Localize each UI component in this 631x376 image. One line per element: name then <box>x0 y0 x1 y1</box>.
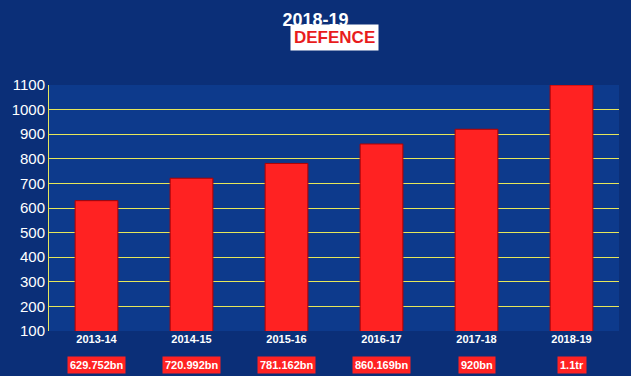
svg-text:860.169bn: 860.169bn <box>355 359 408 371</box>
svg-text:2016-17: 2016-17 <box>361 333 401 345</box>
svg-text:900: 900 <box>20 125 45 142</box>
svg-text:2015-16: 2015-16 <box>266 333 306 345</box>
svg-text:400: 400 <box>20 248 45 265</box>
svg-text:720.992bn: 720.992bn <box>165 359 218 371</box>
svg-text:2017-18: 2017-18 <box>456 333 496 345</box>
svg-text:600: 600 <box>20 199 45 216</box>
svg-text:1000: 1000 <box>12 101 45 118</box>
svg-text:2018-19: 2018-19 <box>282 10 348 30</box>
svg-text:200: 200 <box>20 298 45 315</box>
svg-text:781.162bn: 781.162bn <box>260 359 313 371</box>
svg-text:1.1tr: 1.1tr <box>560 359 584 371</box>
svg-text:2014-15: 2014-15 <box>171 333 211 345</box>
svg-text:500: 500 <box>20 224 45 241</box>
svg-text:700: 700 <box>20 175 45 192</box>
svg-text:100: 100 <box>20 322 45 339</box>
svg-text:800: 800 <box>20 150 45 167</box>
svg-text:629.752bn: 629.752bn <box>70 359 123 371</box>
svg-text:2018-19: 2018-19 <box>551 333 591 345</box>
svg-text:DEFENCE: DEFENCE <box>294 28 375 47</box>
svg-text:1100: 1100 <box>13 76 45 93</box>
svg-text:920bn: 920bn <box>461 359 493 371</box>
svg-text:300: 300 <box>20 273 45 290</box>
svg-text:2013-14: 2013-14 <box>76 333 117 345</box>
